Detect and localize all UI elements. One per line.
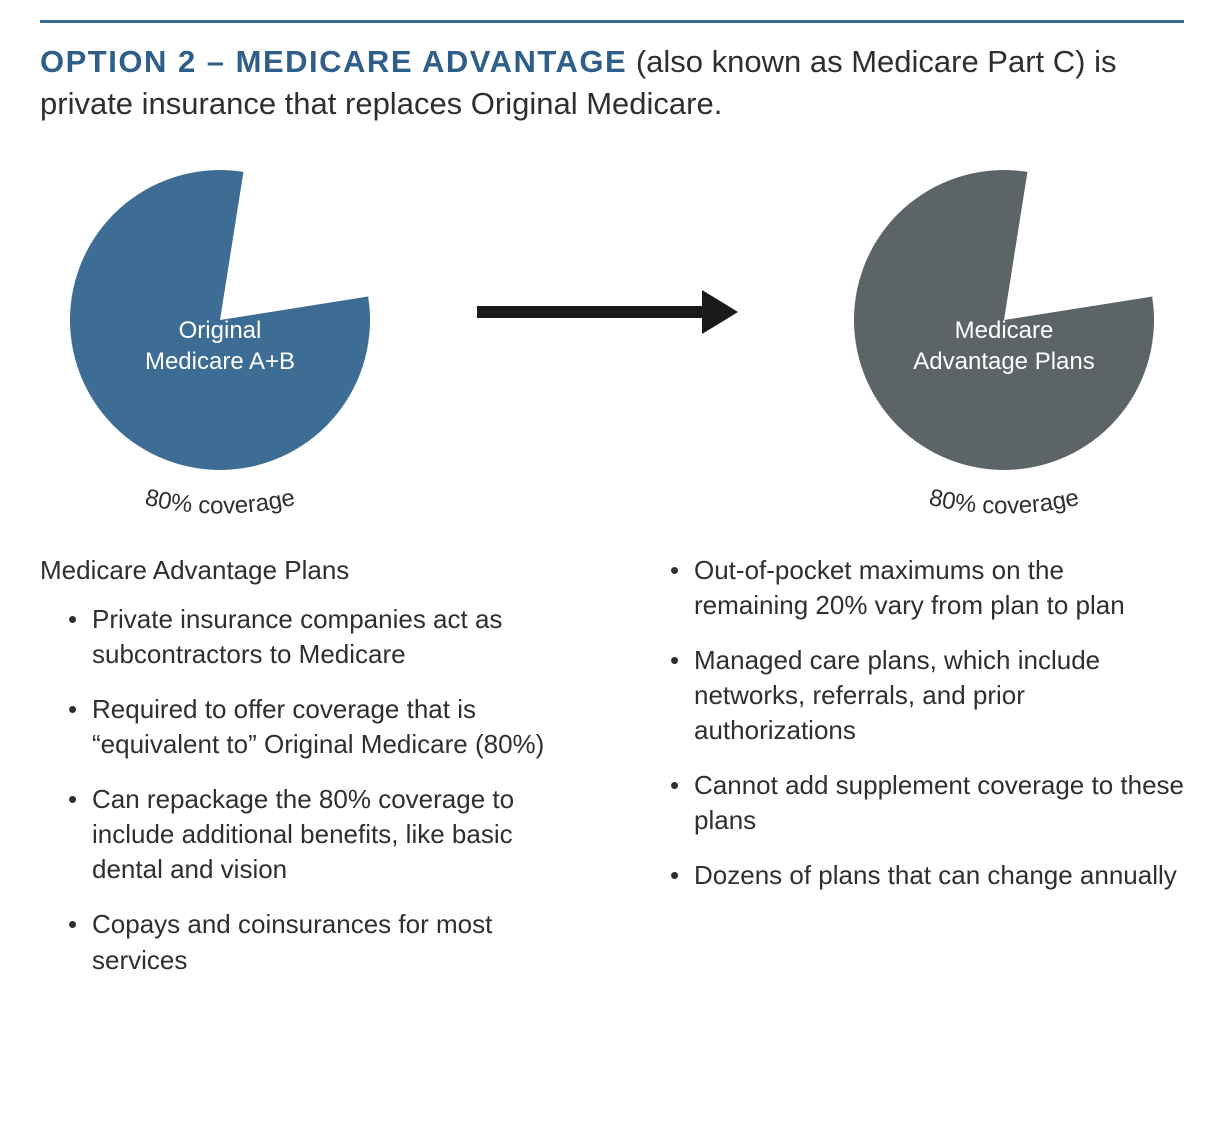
pie-left-label-line1: Original <box>179 317 262 344</box>
bullet-list-1: Private insurance companies act as subco… <box>40 602 582 978</box>
bullet-col-1: Medicare Advantage Plans Private insuran… <box>40 553 582 998</box>
arrow-icon <box>472 282 752 342</box>
coverage-right: 80% coverage <box>864 481 1144 525</box>
svg-text:80% coverage: 80% coverage <box>927 484 1082 520</box>
list-item: Cannot add supplement coverage to these … <box>670 768 1184 838</box>
section-heading: OPTION 2 – MEDICARE ADVANTAGE (also know… <box>40 41 1184 125</box>
coverage-left-svg: 80% coverage <box>80 481 360 525</box>
list-item: Out-of-pocket maximums on the remaining … <box>670 553 1184 623</box>
bullet-col-2: Out-of-pocket maximums on the remaining … <box>642 553 1184 998</box>
pie-right-label-line1: Medicare <box>955 317 1054 344</box>
list-item: Required to offer coverage that is “equi… <box>68 692 582 762</box>
pie-left-label: Original Medicare A+B <box>60 315 380 377</box>
bullet-columns: Medicare Advantage Plans Private insuran… <box>40 553 1184 998</box>
bullet-col-title: Medicare Advantage Plans <box>40 553 582 588</box>
coverage-left: 80% coverage <box>80 481 360 525</box>
list-item: Private insurance companies act as subco… <box>68 602 582 672</box>
heading-strong: OPTION 2 – MEDICARE ADVANTAGE <box>40 44 627 79</box>
arrow-wrap <box>472 282 752 347</box>
list-item: Managed care plans, which include networ… <box>670 643 1184 748</box>
pie-left-label-line2: Medicare A+B <box>145 348 295 375</box>
list-item: Dozens of plans that can change annually <box>670 858 1184 893</box>
list-item: Can repackage the 80% coverage to includ… <box>68 782 582 887</box>
coverage-right-svg: 80% coverage <box>864 481 1144 525</box>
pie-right-label-line2: Advantage Plans <box>913 348 1094 375</box>
bullet-list-2: Out-of-pocket maximums on the remaining … <box>642 553 1184 894</box>
svg-text:80% coverage: 80% coverage <box>143 484 298 520</box>
pie-right-wrap: Medicare Advantage Plans 80% coverage <box>844 165 1164 525</box>
pie-left-wrap: Original Medicare A+B 80% coverage <box>60 165 380 525</box>
list-item: Copays and coinsurances for most service… <box>68 907 582 977</box>
diagram-row: Original Medicare A+B 80% coverage Medic… <box>40 165 1184 525</box>
top-rule <box>40 20 1184 23</box>
pie-right-label: Medicare Advantage Plans <box>844 315 1164 377</box>
